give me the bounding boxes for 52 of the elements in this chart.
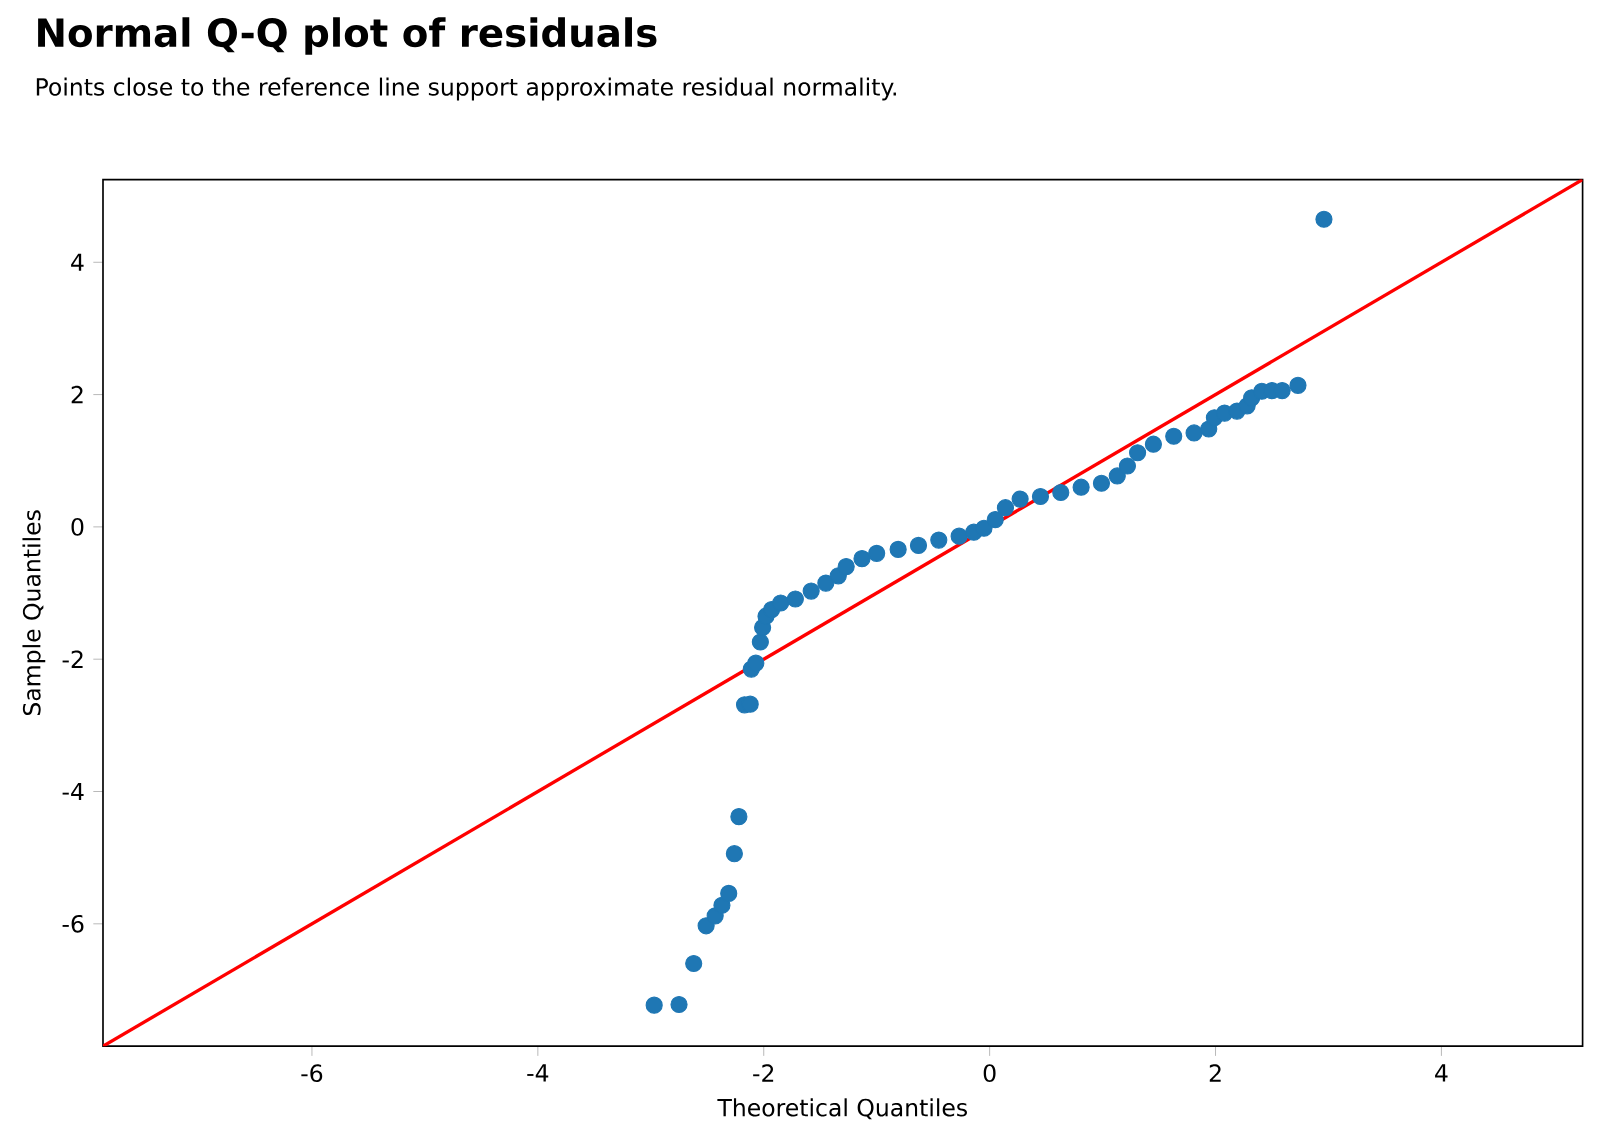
x-tick-label: -6: [301, 1064, 323, 1083]
point: [986, 511, 1004, 529]
point: [1108, 467, 1126, 485]
point: [1092, 474, 1111, 492]
point: [1129, 444, 1147, 462]
point: [996, 499, 1015, 517]
y-tick-label: 4: [71, 253, 84, 271]
x-axis-title: Theoretical Quantiles: [717, 1098, 967, 1120]
point: [853, 550, 871, 568]
point: [685, 954, 703, 973]
x-tick-label: 4: [1435, 1064, 1448, 1082]
point: [772, 594, 790, 612]
point: [713, 896, 731, 914]
point: [868, 544, 886, 562]
point: [1165, 427, 1183, 445]
y-tick-label: 0: [71, 518, 84, 536]
point: [751, 633, 769, 651]
chart-title: Normal Q-Q plot of residuals: [38, 17, 657, 55]
y-tick-label: -2: [62, 650, 83, 668]
x-tick-label: -2: [753, 1064, 774, 1082]
point: [720, 884, 738, 902]
point: [1315, 210, 1333, 228]
point: [837, 557, 855, 576]
y-tick-label: -6: [62, 914, 84, 933]
x-tick-label: 2: [1209, 1064, 1221, 1082]
point: [930, 531, 948, 549]
point: [670, 995, 688, 1014]
point: [950, 527, 968, 545]
point: [1072, 478, 1090, 496]
point: [1031, 487, 1050, 506]
point: [817, 574, 835, 592]
point: [1185, 424, 1203, 442]
point: [786, 590, 804, 608]
x-tick-label: 0: [983, 1064, 996, 1083]
point: [802, 582, 820, 600]
point: [975, 519, 993, 537]
y-tick-label: -4: [62, 782, 84, 801]
point: [1052, 483, 1070, 502]
y-axis-title: Sample Quantiles: [22, 510, 46, 716]
point: [889, 540, 907, 558]
y-tick-label: 2: [71, 385, 83, 404]
point: [909, 536, 928, 554]
point: [1118, 457, 1137, 475]
point: [645, 996, 663, 1014]
point: [747, 654, 765, 672]
point: [730, 808, 748, 826]
point: [725, 845, 743, 863]
x-tick-label: -4: [527, 1064, 549, 1082]
chart-subtitle: Points close to the reference line support approximate residual normality.: [36, 77, 896, 101]
point: [1011, 490, 1029, 508]
point: [1144, 435, 1162, 453]
point: [1289, 376, 1307, 394]
